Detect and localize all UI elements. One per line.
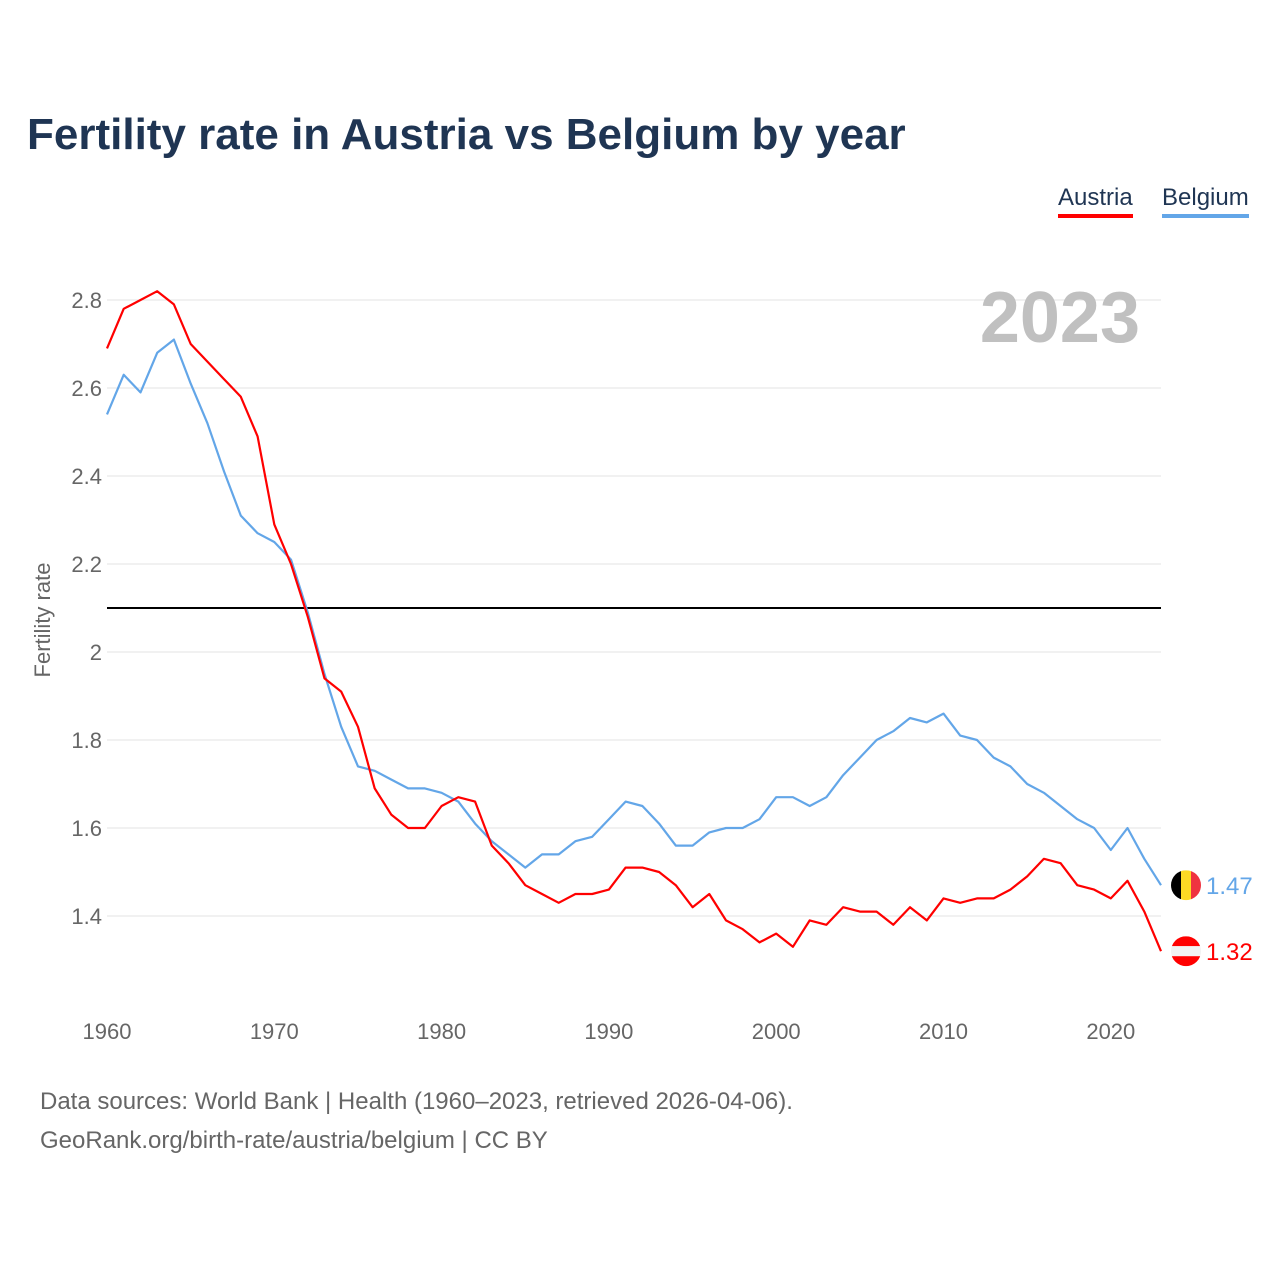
x-tick-label: 1970 — [250, 1019, 299, 1044]
y-tick-label: 2.2 — [71, 552, 102, 577]
x-tick-label: 2020 — [1086, 1019, 1135, 1044]
y-tick-label: 2.8 — [71, 288, 102, 313]
x-tick-label: 2010 — [919, 1019, 968, 1044]
year-watermark: 2023 — [980, 278, 1140, 358]
y-tick-label: 1.8 — [71, 728, 102, 753]
austria-line — [105, 290, 1163, 952]
belgium-end-value: 1.47 — [1206, 873, 1253, 900]
y-tick-label: 1.6 — [71, 816, 102, 841]
legend-belgium[interactable]: Belgium — [1162, 184, 1249, 218]
x-tick-label: 1990 — [584, 1019, 633, 1044]
belgium-line — [105, 338, 1162, 886]
y-tick-label: 2.6 — [71, 376, 102, 401]
footer-sources: Data sources: World Bank | Health (1960–… — [40, 1088, 793, 1115]
footer-credit[interactable]: GeoRank.org/birth-rate/austria/belgium |… — [40, 1127, 548, 1154]
belgium-flag-icon — [1171, 870, 1201, 901]
austria-end-value: 1.32 — [1206, 939, 1253, 966]
x-tick-label: 2000 — [752, 1019, 801, 1044]
x-tick-label: 1980 — [417, 1019, 466, 1044]
y-tick-label: 1.4 — [71, 904, 102, 929]
y-tick-label: 2 — [90, 640, 102, 665]
x-tick-label: 1960 — [83, 1019, 132, 1044]
y-tick-label: 2.4 — [71, 464, 102, 489]
legend-austria[interactable]: Austria — [1058, 184, 1133, 218]
y-axis-label: Fertility rate — [30, 563, 55, 678]
austria-flag-icon — [1171, 936, 1201, 967]
chart-title: Fertility rate in Austria vs Belgium by … — [27, 110, 906, 159]
